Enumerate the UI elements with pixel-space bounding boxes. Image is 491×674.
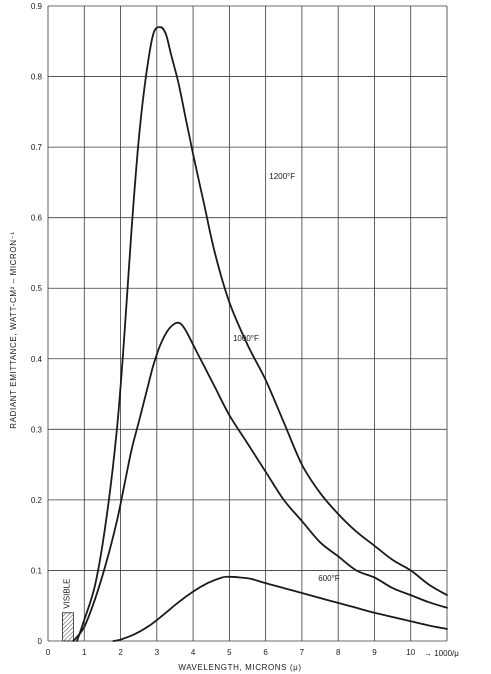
x-tick-label: 1	[82, 648, 87, 657]
y-tick-label: 0.9	[31, 2, 43, 11]
x-tick-label: 8	[336, 648, 341, 657]
visible-band-label: VISIBLE	[63, 579, 72, 609]
visible-band: VISIBLE	[62, 579, 74, 642]
x-tick-label: 6	[263, 648, 268, 657]
x-tick-label: 7	[300, 648, 305, 657]
y-tick-label: 0.7	[31, 143, 43, 152]
x-tick-label: 4	[191, 648, 196, 657]
y-tick-label: 0.4	[31, 355, 43, 364]
x-tick-label: 0	[46, 648, 51, 657]
y-tick-label: 0.5	[31, 284, 43, 293]
x-tick-label: 5	[227, 648, 232, 657]
y-tick-label: 0.8	[31, 73, 43, 82]
x-tick-label: 9	[372, 648, 377, 657]
label-1200f: 1200°F	[269, 172, 295, 181]
x-tick-label: 3	[155, 648, 160, 657]
y-tick-label: 0.1	[31, 566, 43, 575]
y-tick-label: 0.2	[31, 496, 43, 505]
curves	[72, 26, 448, 642]
y-tick-labels: 0 0.1 0.2 0.3 0.4 0.5 0.6 0.7 0.8 0.9	[31, 2, 43, 646]
label-600f: 600°F	[318, 574, 340, 583]
y-axis-title: RADIANT EMITTANCE, WATT-CM² – MICRON⁻¹	[9, 231, 18, 428]
x-tick-labels: 0 1 2 3 4 5 6 7 8 9 10	[46, 648, 416, 657]
visible-band-bar	[62, 612, 74, 642]
x-tick-label: 10	[406, 648, 415, 657]
y-tick-label: 0.3	[31, 425, 43, 434]
curve-labels: 1200°F 1000°F 600°F	[233, 172, 340, 583]
x-tail-label: → 1000/μ	[424, 649, 459, 658]
y-tick-label: 0.6	[31, 214, 43, 223]
y-tick-label: 0	[38, 637, 43, 646]
curve-600f	[112, 575, 448, 642]
curve-1000f	[72, 321, 448, 642]
curve-1200f	[76, 26, 448, 642]
chart-grid	[47, 5, 448, 642]
x-tick-label: 2	[118, 648, 123, 657]
label-1000f: 1000°F	[233, 334, 259, 343]
x-axis-title: WAVELENGTH, MICRONS (μ)	[178, 663, 301, 672]
